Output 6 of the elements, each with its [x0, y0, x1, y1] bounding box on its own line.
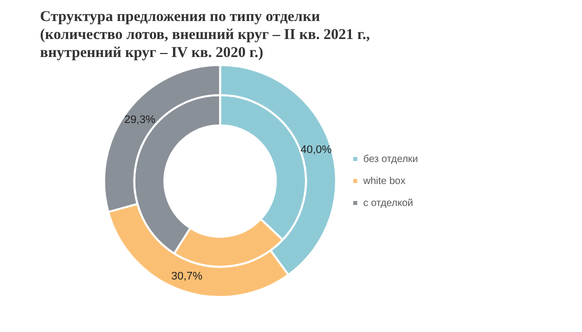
chart-title: Структура предложения по типу отделки (количество лотов, внешний круг – II кв. 2021 г., внутренний круг – IV кв. 2020 г.) [40, 8, 371, 62]
legend-label: с отделкой [363, 198, 414, 209]
data-label: 29,3% [124, 114, 156, 126]
data-label: 30,7% [171, 270, 203, 282]
legend-label: без отделки [363, 154, 418, 165]
legend-label: white box [362, 176, 406, 187]
